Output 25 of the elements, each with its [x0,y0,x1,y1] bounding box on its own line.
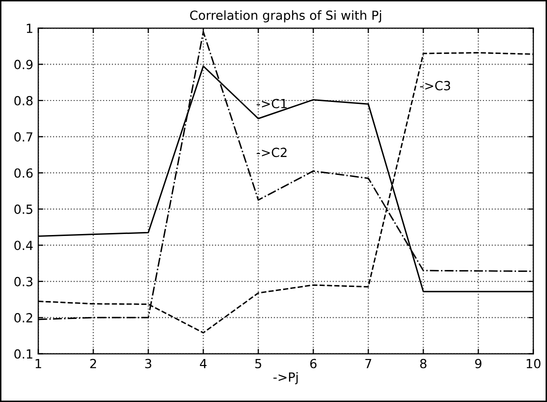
y-tick-label: 0.3 [14,276,32,286]
y-tick-label: 0.5 [14,204,32,214]
y-tick-label: 0.6 [14,168,33,178]
annotation: ->C3 [420,80,450,90]
x-tick-label: 9 [475,358,482,368]
y-tick-label: 0.9 [14,60,33,70]
x-tick-label: 1 [36,359,42,368]
x-tick-label: 3 [145,358,152,368]
x-tick-label: 7 [365,359,372,368]
y-tick-label: 0.4 [14,240,33,250]
x-tick-label: 10 [526,358,540,368]
annotation: ->C2 [256,148,287,158]
annotation: ->C1 [256,98,287,108]
x-tick-label: 4 [200,359,207,368]
chart-title: Correlation graphs of Si with Pj [190,10,382,22]
x-tick-label: 6 [310,358,316,368]
y-tick-label: 0.1 [14,349,32,359]
x-tick-label: 8 [420,358,426,368]
x-axis-title: ->Pj [273,372,298,384]
x-tick-label: 5 [255,359,262,368]
y-tick-label: 0.2 [14,313,32,323]
y-tick-label: 0.7 [14,132,32,142]
y-tick-label: 0.8 [14,96,33,106]
y-tick-label: 1 [26,24,32,33]
x-tick-label: 2 [90,358,96,368]
